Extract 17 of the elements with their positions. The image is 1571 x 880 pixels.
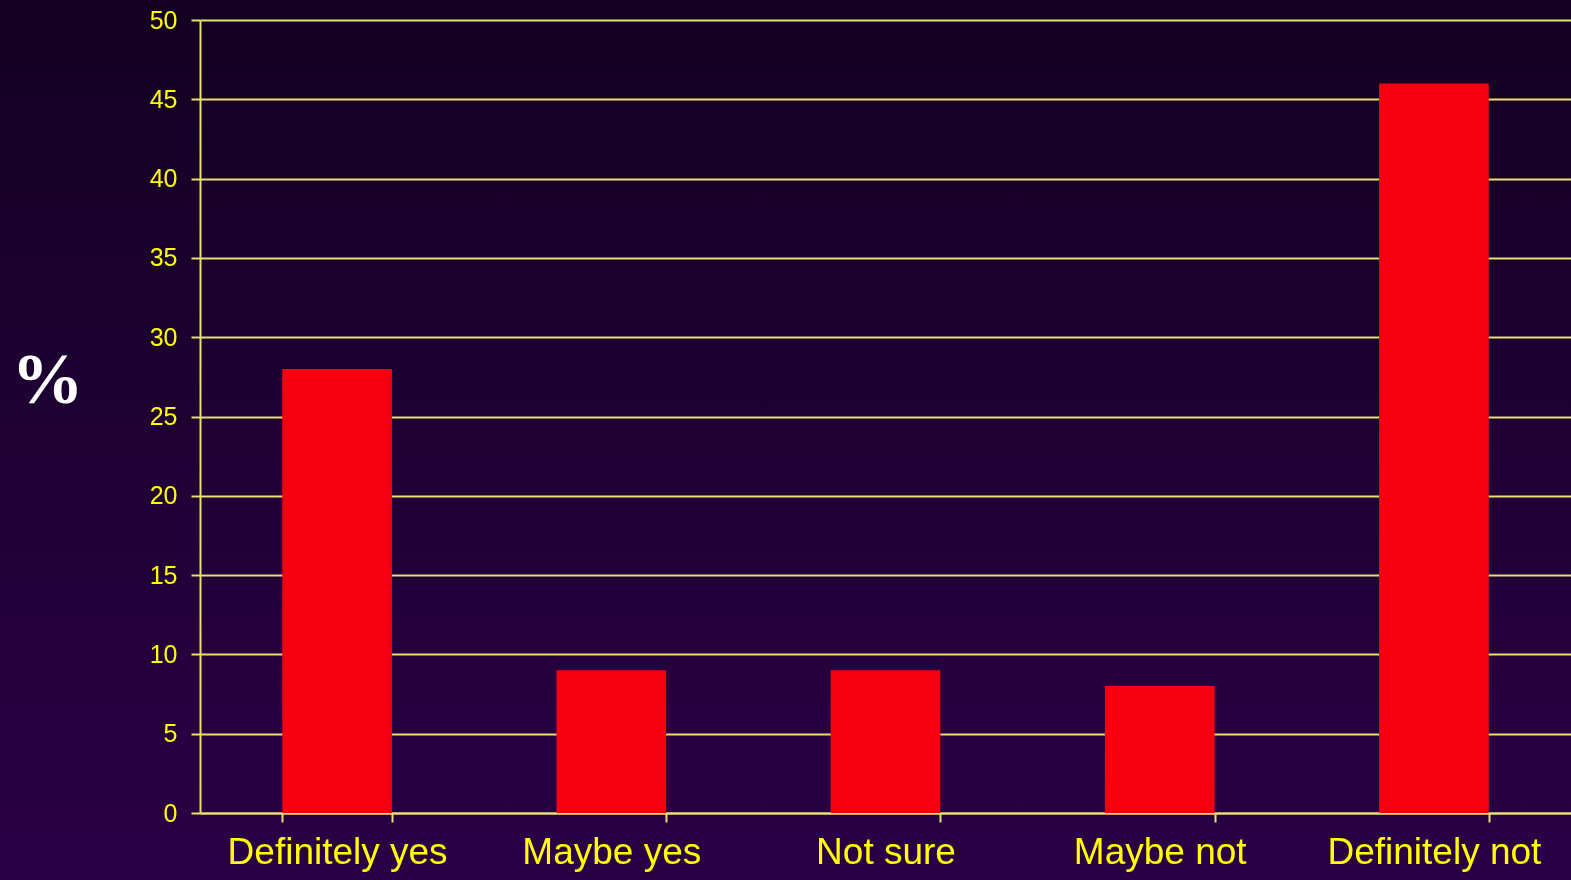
y-tick-label: 0 <box>163 798 178 827</box>
y-tick-label: 25 <box>149 402 178 430</box>
y-tick-label: 35 <box>149 243 178 272</box>
x-tick-label: Not sure <box>816 830 956 872</box>
y-tick-label: 40 <box>149 164 178 193</box>
y-tick-label: 5 <box>163 719 178 748</box>
x-tick-label: Maybe not <box>1073 830 1248 872</box>
x-tick-label: Maybe yes <box>522 830 702 872</box>
y-tick-label: 50 <box>149 5 178 34</box>
y-tick-label: 15 <box>149 560 178 589</box>
y-axis-title: % <box>11 338 84 419</box>
x-tick-label: Definitely not <box>1327 830 1543 872</box>
x-tick-label: Definitely yes <box>227 830 448 872</box>
y-tick-label: 20 <box>149 481 178 510</box>
y-tick-label: 45 <box>149 84 178 113</box>
y-tick-label: 30 <box>149 322 178 351</box>
y-tick-label: 10 <box>149 639 178 668</box>
